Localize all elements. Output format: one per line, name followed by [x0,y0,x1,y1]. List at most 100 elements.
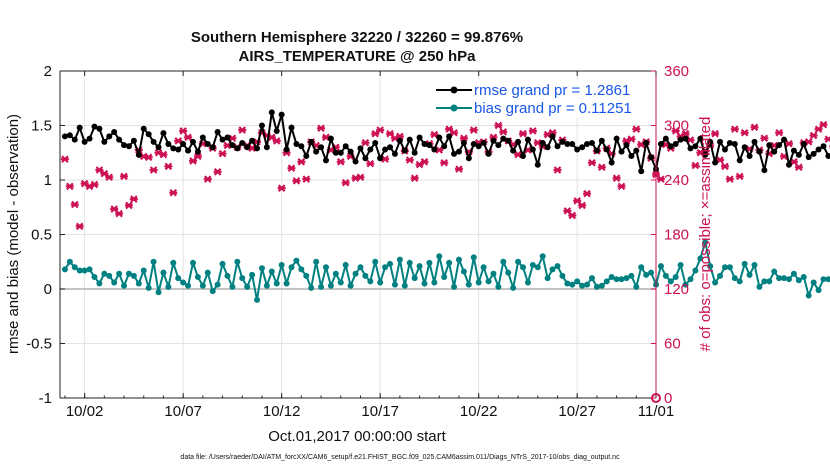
bias-point [219,260,226,267]
bias-point [485,278,492,285]
rmse-point [682,135,689,142]
rmse-point [776,142,783,149]
obs-possible-point [651,393,661,403]
obs-point [568,211,577,220]
rmse-point [707,138,714,145]
rmse-point [805,154,812,161]
obs-point [179,127,188,135]
obs-point [65,182,74,191]
bias-point [455,256,462,263]
rmse-point [254,145,261,152]
bias-point [189,259,196,266]
rmse-point [431,146,438,153]
rmse-point [303,153,310,160]
obs-point [824,135,830,143]
x-axis-label: Oct.01,2017 00:00:00 start [268,428,446,445]
rmse-point [820,143,827,150]
bias-point [598,282,605,289]
y-right-tick-label: 0 [664,390,672,407]
bias-point [367,278,374,285]
bias-point [460,268,467,275]
y-right-tick-label: 120 [664,281,689,298]
obs-point [193,152,202,161]
rmse-point [761,167,768,174]
rmse-point [687,145,694,152]
obs-point [578,201,587,210]
y-right-tick-label: 60 [664,336,681,353]
obs-point [691,161,700,170]
bias-point [130,272,137,279]
obs-point [218,149,227,158]
bias-point [618,276,625,283]
bias-point [318,283,325,290]
obs-point [70,200,79,209]
bias-point [584,281,591,288]
rmse-point [529,146,536,153]
obs-point [129,195,138,203]
bias-point [332,270,339,277]
bias-point [529,262,536,269]
rmse-point [795,151,802,158]
rmse-point [697,135,704,142]
bias-point [731,275,738,282]
x-tick-label: 10/07 [164,403,202,420]
obs-point [454,165,463,173]
bias-point [712,279,719,286]
bias-point [667,278,674,285]
obs-point [583,189,592,198]
bias-point [495,283,502,290]
rmse-point [579,144,586,151]
rmse-point [249,137,256,144]
bias-point [71,264,78,271]
rmse-point [401,147,408,154]
y-right-tick-label: 240 [664,172,689,189]
rmse-point [81,138,88,145]
rmse-point [677,136,684,143]
obs-point [159,150,168,159]
obs-point [292,177,301,185]
bias-point [303,272,310,279]
rmse-point [209,144,216,151]
rmse-point [544,144,551,151]
rmse-point [140,125,147,132]
bias-point [628,272,635,279]
obs-point [356,173,365,182]
bias-point [781,275,788,282]
bias-point [362,272,369,279]
bias-point [298,266,305,273]
rmse-point [185,147,192,154]
rmse-point [613,135,620,142]
obs-point [361,138,370,147]
rmse-point [135,151,142,158]
bias-point [643,271,650,278]
bias-point [564,280,571,287]
legend-bias-marker [450,104,458,112]
rmse-point [416,134,423,141]
rmse-point [672,141,679,148]
legend: rmse grand pr = 1.2861 bias grand pr = 0… [430,80,652,118]
bias-point [638,264,645,271]
bias-point [401,282,408,289]
bias-point [96,280,103,287]
rmse-point [736,157,743,164]
bias-point [451,283,458,290]
bias-point [209,288,216,295]
bias-point [707,263,714,270]
obs-point [760,134,769,142]
bias-point [756,283,763,290]
bias-point [81,267,88,274]
rmse-point [510,147,517,154]
bias-point [342,262,349,269]
obs-point [149,166,158,174]
bias-point [554,263,561,270]
rmse-point [790,147,797,154]
obs-point [60,155,69,163]
rmse-point [204,141,211,148]
bias-point [249,271,256,278]
y-right-tick-label: 360 [664,63,689,80]
rmse-point [702,151,709,158]
obs-point [587,158,596,167]
obs-possible-marker [651,393,661,403]
rmse-point [717,138,724,145]
